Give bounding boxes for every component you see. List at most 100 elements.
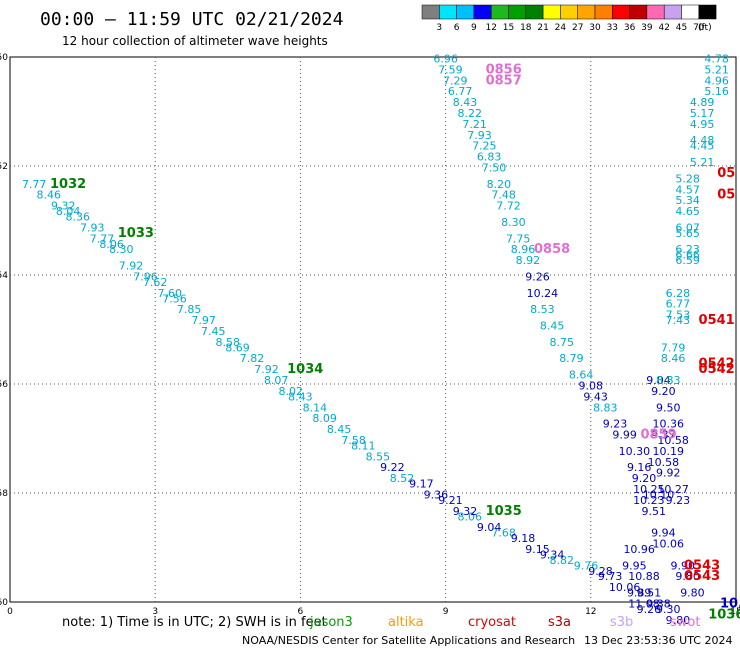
satellite-swot: swot: [670, 615, 700, 630]
colorbar-swatch: [439, 4, 457, 20]
wave-height-label: 9.94: [651, 527, 676, 540]
wave-height-label: 5.16: [704, 85, 729, 98]
colorbar-unit: (ft): [698, 23, 712, 33]
satellite-legend: jason3 altika cryosat s3a s3b swot: [309, 615, 700, 630]
wave-height-label: 9.28: [588, 565, 613, 578]
colorbar-legend: 3 6 9 12 15 18 21 24 27 30 33 36 39 42 45 70(ft): [421, 4, 717, 33]
wave-height-label: 8.06: [458, 510, 483, 523]
colorbar-label: 21: [537, 23, 548, 33]
wave-height-label: 7.96: [133, 270, 158, 283]
wave-height-label: 8.53: [530, 303, 555, 316]
y-tick-label: -60: [0, 598, 8, 608]
colorbar-swatch: [542, 4, 561, 20]
wave-height-label: 7.43: [666, 314, 691, 327]
wave-height-label: 4.57: [675, 183, 700, 196]
y-tick-label: -56: [0, 380, 8, 390]
wave-height-label: 8.06: [99, 238, 124, 251]
wave-height-label: 9.21: [438, 494, 463, 507]
wave-height-label: 4.45: [690, 140, 715, 153]
wave-height-label: 9.08: [579, 379, 604, 392]
pass-time-label: 0858: [534, 242, 570, 257]
wave-height-label: 7.79: [661, 341, 686, 354]
wave-height-label: 7.75: [506, 232, 531, 245]
chart-subtitle: 12 hour collection of altimeter wave hei…: [62, 34, 328, 48]
x-tick-label: 12: [585, 607, 596, 617]
pass-time-label: 05: [717, 166, 735, 181]
colorbar-label: 27: [572, 23, 583, 33]
wave-height-label: 9.32: [453, 505, 478, 518]
axis-ticks: 0 3 6 9 12 15 -50 -52 -54 -56 -58 -60: [0, 53, 740, 617]
satellite-jason3: jason3: [309, 615, 353, 630]
colorbar-label: 15: [503, 23, 514, 33]
wave-height-label: 6.59: [675, 254, 700, 267]
wave-height-label: 10.30: [619, 445, 651, 458]
wave-height-label: 6.66: [675, 249, 700, 262]
wave-height-label: 4.65: [675, 205, 700, 218]
wave-height-label: 8.55: [366, 450, 391, 463]
wave-height-label: 7.85: [177, 303, 202, 316]
colorbar-label: 30: [589, 23, 601, 33]
wave-height-label: 8.02: [278, 385, 303, 398]
pass-time-label: 0859: [640, 428, 676, 443]
pass-time-label: 0541: [699, 313, 735, 328]
wave-height-label: 4.96: [704, 74, 729, 87]
wave-height-label: 8.22: [458, 107, 483, 120]
pass-time-label: 1033: [118, 226, 154, 241]
wave-height-label: 9.04: [477, 521, 502, 534]
colorbar-swatch: [456, 4, 475, 20]
wave-height-label: 6.77: [666, 298, 691, 311]
footnote: note: 1) Time is in UTC; 2) SWH is in fe…: [62, 615, 327, 630]
colorbar-swatch: [473, 4, 492, 20]
wave-height-label: 9.23: [666, 494, 691, 507]
pass-time-label: 1032: [50, 177, 86, 192]
wave-height-label: 5.21: [704, 63, 729, 76]
wave-height-label: 10.88: [628, 570, 660, 583]
y-tick-label: -54: [0, 271, 8, 281]
wave-height-label: 9.26: [525, 270, 550, 283]
wave-height-label: 7.97: [191, 314, 216, 327]
wave-height-label: 8.11: [351, 439, 376, 452]
colorbar-label: 12: [485, 23, 496, 33]
wave-height-label: 4.48: [690, 134, 715, 147]
wave-height-label: 9.20: [651, 385, 676, 398]
wave-height-label: 8.04: [56, 205, 81, 218]
wave-height-label: 9.26: [637, 603, 662, 616]
wave-height-label: 9.99: [612, 429, 637, 442]
wave-height-label: 10.06: [609, 581, 641, 594]
wave-height-label: 10.36: [652, 418, 684, 431]
wave-height-label: 8.20: [487, 178, 512, 191]
wave-height-label: 9.04: [646, 374, 671, 387]
colorbar-label: 33: [607, 23, 618, 33]
wave-height-label: 10.27: [657, 483, 689, 496]
colorbar-swatch: [508, 4, 527, 20]
colorbar-swatch: [560, 4, 578, 20]
wave-height-label: 9.73: [598, 570, 623, 583]
wave-height-label: 8.52: [390, 472, 415, 485]
wave-height-label: 11.08: [628, 597, 660, 610]
wave-height-label: 9.92: [656, 467, 681, 480]
wave-height-label: 8.30: [109, 243, 134, 256]
wave-height-label: 7.92: [254, 363, 279, 376]
pass-time-label: 0857: [486, 73, 522, 88]
colorbar-swatch: [577, 4, 596, 20]
wave-height-label: 6.77: [448, 85, 473, 98]
wave-height-label: 8.09: [312, 412, 337, 425]
wave-height-label: 8.43: [288, 390, 313, 403]
colorbar-swatch: [594, 4, 613, 20]
wave-height-label: 9.95: [622, 559, 647, 572]
wave-height-label: 9.16: [627, 461, 652, 474]
pass-time-label: 0543: [684, 569, 720, 584]
wave-height-label: 10.58: [648, 456, 680, 469]
wave-height-label: 10.25: [633, 483, 665, 496]
x-tick-label: 15: [730, 607, 740, 617]
pass-time-label: 0542: [699, 357, 735, 372]
wave-height-label: 8.75: [550, 336, 575, 349]
wave-height-label: 9.50: [656, 401, 681, 414]
wave-height-label: 5.28: [675, 172, 700, 185]
wave-height-label: 10.58: [657, 434, 689, 447]
wave-height-label: 9.80: [675, 570, 700, 583]
x-tick-label: 6: [298, 607, 304, 617]
wave-height-label: 7.77: [90, 232, 115, 245]
colorbar-label: 24: [555, 23, 567, 33]
